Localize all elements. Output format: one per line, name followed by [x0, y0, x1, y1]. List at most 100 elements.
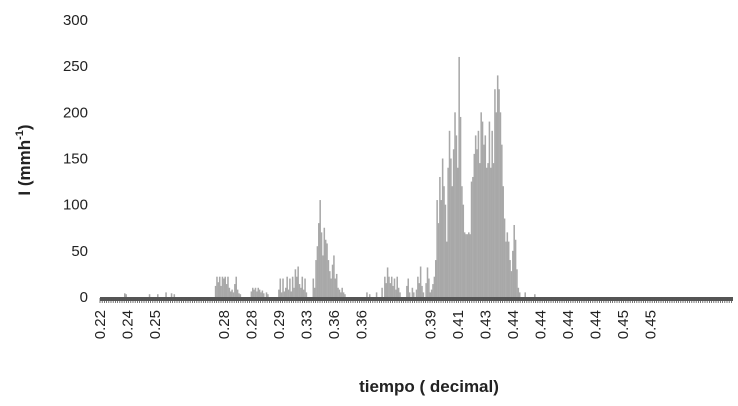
data-bar: [386, 267, 389, 297]
data-bar: [444, 204, 447, 297]
data-bar: [331, 264, 334, 297]
data-bar: [234, 284, 236, 297]
data-bar: [439, 176, 441, 297]
data-bar: [283, 291, 286, 297]
data-bar: [290, 291, 293, 297]
data-bar: [534, 294, 536, 297]
x-tick-label: 0.25: [147, 310, 164, 339]
data-bar: [436, 200, 438, 297]
data-bar: [251, 287, 254, 297]
data-bar: [318, 223, 320, 297]
data-bar: [437, 223, 440, 297]
data-bar: [323, 227, 326, 297]
y-tick-label: 0: [80, 289, 88, 306]
data-bar: [324, 239, 327, 297]
data-bar: [505, 241, 507, 297]
data-bar: [227, 276, 229, 297]
data-bar: [395, 289, 397, 297]
x-tick-label: 0.28: [216, 310, 233, 339]
data-bar: [278, 289, 280, 297]
data-bar: [286, 276, 288, 297]
y-tick-label: 200: [63, 104, 88, 121]
data-bar: [223, 278, 225, 297]
data-bar: [262, 293, 265, 297]
data-bar: [426, 267, 429, 297]
data-bar: [305, 292, 308, 297]
data-bar: [433, 276, 436, 297]
data-bar: [389, 283, 392, 297]
data-bar: [282, 278, 284, 297]
data-bar: [236, 289, 239, 297]
data-bar: [287, 289, 290, 297]
x-tick-label: 0.33: [298, 310, 315, 339]
x-tick-label: 0.41: [450, 310, 467, 339]
data-bar: [450, 158, 452, 297]
data-bar: [217, 282, 220, 297]
data-bar: [518, 292, 521, 297]
data-bar: [257, 287, 260, 297]
data-bar: [473, 153, 476, 297]
data-bar: [481, 121, 484, 297]
data-bar: [498, 89, 500, 297]
data-bar: [381, 287, 383, 297]
y-axis-label-sup: -1: [14, 130, 26, 140]
data-bar: [429, 292, 432, 297]
data-bar: [440, 200, 443, 297]
data-bar: [315, 260, 317, 297]
data-bar: [524, 292, 526, 297]
data-bar: [329, 271, 331, 297]
data-bar: [258, 289, 261, 297]
data-bar: [472, 176, 474, 297]
data-bar: [294, 269, 297, 297]
data-bar: [517, 287, 520, 297]
data-bar: [334, 278, 337, 297]
data-bar: [421, 285, 423, 297]
data-bar: [250, 291, 253, 297]
x-tick-label: 0.44: [560, 310, 577, 339]
x-tick-label: 0.36: [354, 310, 371, 339]
data-bar: [469, 234, 471, 297]
data-bar: [337, 287, 339, 297]
data-bar: [333, 255, 335, 297]
data-bar: [302, 289, 305, 297]
data-bar: [335, 273, 338, 297]
data-bar: [415, 289, 418, 297]
data-bar: [419, 266, 422, 297]
data-bar: [480, 112, 482, 297]
data-bar: [428, 278, 430, 297]
data-bar: [265, 292, 268, 297]
data-bar: [514, 239, 517, 297]
data-bar: [385, 283, 387, 297]
data-bar: [157, 294, 159, 297]
data-bar: [487, 163, 489, 297]
data-bar: [301, 276, 304, 297]
data-bar: [261, 290, 264, 297]
data-bar: [443, 186, 445, 297]
data-bar: [342, 292, 345, 297]
y-tick-label: 100: [63, 197, 88, 214]
data-bar: [492, 163, 495, 297]
data-bar: [494, 89, 496, 297]
data-bar: [298, 284, 301, 297]
data-bar: [448, 130, 451, 297]
data-bar: [291, 276, 294, 297]
data-bar: [289, 278, 291, 297]
x-tick-label: 0.36: [326, 310, 343, 339]
data-bar: [366, 292, 368, 297]
data-bar: [330, 278, 332, 297]
data-bar: [260, 292, 262, 297]
data-bar: [396, 276, 398, 297]
data-bar: [256, 291, 258, 297]
data-bar: [465, 234, 467, 297]
y-axis-label-base: I (mmh: [15, 140, 34, 196]
data-bar: [320, 232, 323, 297]
x-tick-label: 0.39: [422, 310, 439, 339]
x-tick-label: 0.44: [505, 310, 522, 339]
data-bar: [338, 289, 341, 297]
axes: [99, 297, 733, 303]
data-bar: [231, 289, 233, 297]
data-bar: [432, 284, 434, 297]
data-bar: [322, 255, 324, 297]
y-tick-label: 150: [63, 151, 88, 168]
data-bar: [170, 293, 173, 297]
